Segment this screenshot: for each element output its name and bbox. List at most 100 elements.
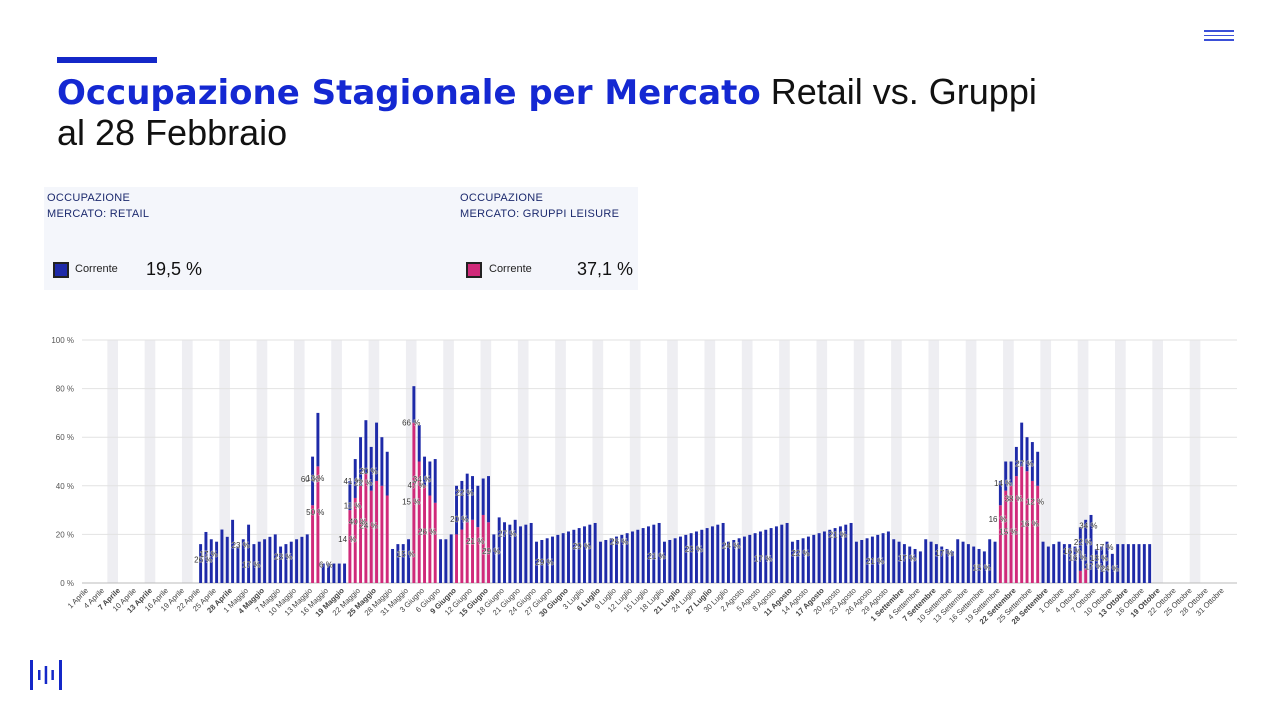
weekend-band — [741, 340, 753, 583]
bar-retail — [913, 548, 917, 583]
y-tick-label: 0 % — [60, 579, 74, 588]
bar-retail — [812, 534, 816, 583]
data-label: 15 % — [402, 497, 420, 506]
bar-retail — [945, 548, 949, 583]
page-title: Occupazione Stagionale per Mercato Retai… — [57, 72, 1237, 153]
bar-retail — [1004, 461, 1008, 491]
data-label: 34 % — [1079, 522, 1097, 531]
bar-retail — [348, 480, 352, 511]
bar-retail — [721, 522, 725, 583]
weekend-band — [293, 340, 305, 583]
weekend-band — [219, 340, 230, 583]
bar-retail — [918, 551, 922, 583]
bar-retail — [652, 524, 656, 583]
bar-retail — [284, 544, 288, 583]
bar-retail — [513, 519, 517, 583]
bar-retail — [471, 476, 474, 520]
bar-gruppi — [364, 473, 368, 583]
weekend-band — [1003, 340, 1014, 583]
bar-retail — [1137, 544, 1141, 583]
bar-retail — [321, 563, 325, 583]
bar-retail — [758, 531, 762, 583]
bar-retail — [369, 446, 373, 491]
brand-logo-icon — [30, 660, 62, 690]
bar-retail — [732, 539, 736, 583]
bar-gruppi — [1020, 466, 1024, 583]
bar-retail — [625, 533, 629, 583]
bar-retail — [1073, 546, 1077, 583]
bar-retail — [465, 473, 469, 523]
data-label: 6 % — [319, 560, 333, 569]
menu-icon[interactable] — [1204, 30, 1234, 42]
data-label: 26 % — [194, 556, 212, 565]
bar-retail — [982, 551, 986, 583]
bar-retail — [790, 541, 794, 583]
bar-retail — [375, 422, 379, 481]
bar-retail — [444, 539, 448, 583]
bar-retail — [1041, 541, 1045, 583]
bar-retail — [300, 536, 304, 583]
weekend-band — [928, 340, 940, 583]
bar-retail — [391, 548, 395, 583]
bar-retail — [455, 485, 458, 535]
data-label: 16 % — [1069, 554, 1087, 563]
y-tick-label: 60 % — [56, 433, 74, 442]
bar-retail — [663, 541, 666, 583]
bar-retail — [503, 522, 506, 583]
occupancy-chart-svg: 0 %20 %40 %60 %80 %100 %26 %17 %23 %17 %… — [51, 336, 1237, 626]
data-label: 12 % — [1026, 497, 1044, 506]
bar-retail — [599, 541, 602, 583]
data-label: 21 % — [647, 552, 665, 561]
data-label: 20 % — [450, 515, 468, 524]
kpi-groups-heading: OCCUPAZIONE MERCATO: GRUPPI LEISURE — [460, 190, 619, 222]
data-label: 17 % — [1095, 543, 1113, 552]
data-label: 34 % — [413, 475, 431, 484]
weekend-band — [816, 340, 828, 583]
page-title-line2: al 28 Febbraio — [57, 112, 288, 153]
bar-retail — [924, 539, 928, 583]
bar-retail — [1036, 451, 1040, 486]
bar-retail — [1068, 544, 1072, 583]
kpi-panel: OCCUPAZIONE MERCATO: RETAIL Corrente 19,… — [44, 187, 638, 290]
data-label: 14 % — [994, 479, 1012, 488]
bar-retail — [716, 524, 720, 583]
bar-retail — [966, 544, 970, 583]
weekend-band — [443, 340, 454, 583]
bar-retail — [780, 524, 784, 583]
bar-retail — [332, 563, 336, 583]
data-label: 40 % — [349, 518, 367, 527]
data-label: 23 % — [232, 541, 250, 550]
bar-retail — [1046, 546, 1050, 583]
bar-retail — [631, 531, 634, 583]
bar-retail — [343, 563, 347, 583]
page-title-rest: Retail vs. Gruppi — [770, 71, 1037, 112]
kpi-groups-value: 37,1 % — [577, 259, 634, 279]
bar-retail — [609, 538, 613, 583]
kpi-groups-swatch — [466, 262, 482, 278]
bar-retail — [1110, 553, 1114, 583]
bar-retail — [934, 544, 938, 583]
bar-gruppi — [311, 505, 315, 583]
bar-retail — [908, 546, 912, 583]
bar-retail — [1014, 446, 1018, 477]
bar-gruppi — [476, 527, 480, 583]
weekend-band — [853, 340, 865, 583]
y-tick-label: 80 % — [56, 385, 74, 394]
bar-retail — [993, 541, 997, 583]
data-label: 16 % — [989, 515, 1007, 524]
bar-retail — [396, 544, 400, 583]
data-label: 26 % — [418, 527, 436, 536]
bar-retail — [316, 412, 320, 467]
bar-retail — [423, 456, 427, 486]
data-label: 23 % — [274, 553, 292, 562]
bar-retail — [1116, 544, 1120, 583]
bar-retail — [561, 533, 565, 583]
weekend-band — [181, 340, 193, 583]
data-label: 24 % — [722, 542, 740, 551]
bar-retail — [476, 485, 480, 528]
bar-retail — [950, 551, 954, 583]
bar-retail — [998, 480, 1002, 506]
data-label: 66 % — [402, 419, 420, 428]
bar-retail — [844, 524, 848, 583]
weekend-band — [1077, 340, 1089, 583]
